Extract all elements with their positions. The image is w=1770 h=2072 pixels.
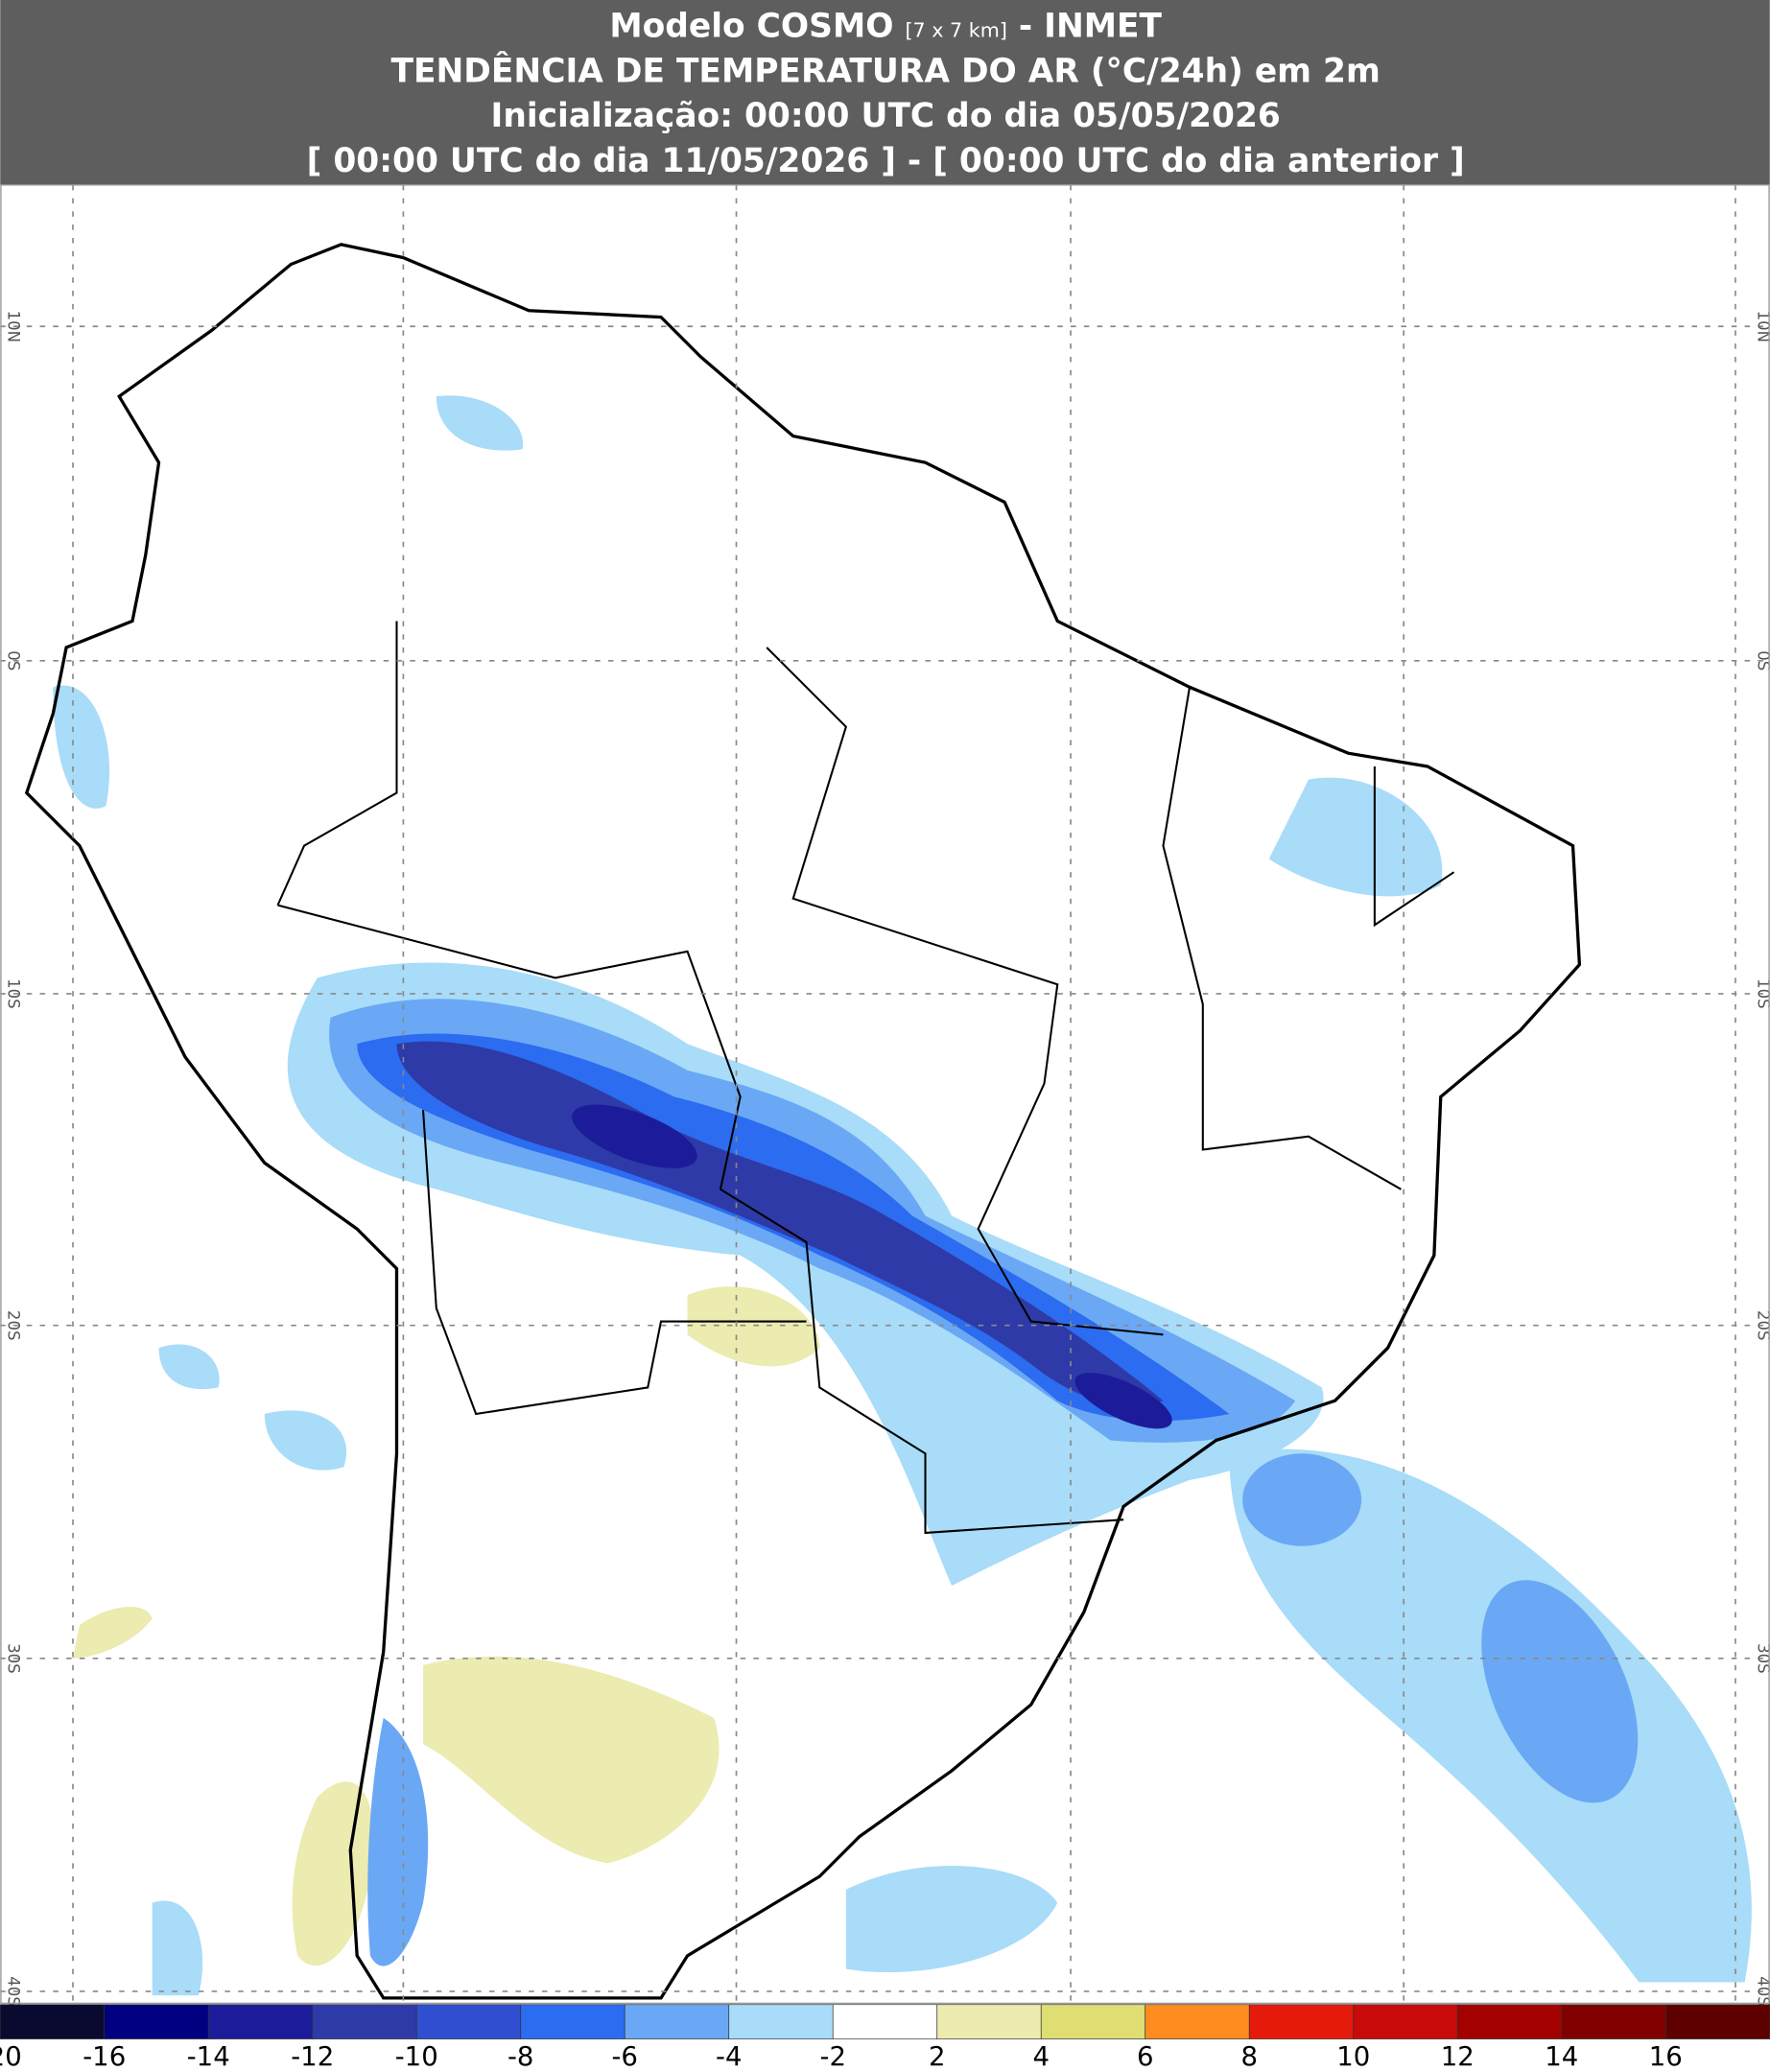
colorbar-box (312, 2004, 417, 2039)
lat-label-right: 0S (1754, 650, 1770, 671)
colorbar-box (207, 2004, 314, 2039)
lat-label-left: 20S (4, 1310, 22, 1341)
colorbar-box (1561, 2004, 1666, 2039)
colorbar-box (104, 2004, 209, 2039)
title-line-1: Modelo COSMO [7 x 7 km] - INMET (609, 8, 1162, 46)
colorbar-label: -6 (612, 2041, 638, 2072)
colorbar-box (1353, 2004, 1458, 2039)
colorbar-label: 16 (1649, 2041, 1683, 2072)
colorbar-box (520, 2004, 625, 2039)
colorbar-label: -16 (83, 2041, 126, 2072)
colorbar-label: -12 (291, 2041, 334, 2072)
model-resolution: [7 x 7 km] (905, 19, 1006, 42)
title-period: [ 00:00 UTC do dia 11/05/2026 ] - [ 00:0… (307, 142, 1465, 180)
continent-outline (24, 243, 1582, 2000)
model-name: Modelo COSMO (609, 8, 893, 46)
colorbar-box (1456, 2004, 1563, 2039)
colorbar-label: -20 (0, 2041, 22, 2072)
border-lines (276, 621, 1455, 1535)
colorbar-label: -14 (187, 2041, 230, 2072)
lat-label-right: 20S (1754, 1310, 1770, 1341)
colorbar-label: 10 (1336, 2041, 1370, 2072)
colorbar-box (1040, 2004, 1146, 2039)
colorbar-box (1664, 2004, 1770, 2039)
colorbar-box (832, 2004, 938, 2039)
colorbar-label: -8 (507, 2041, 533, 2072)
colorbar-label: 14 (1545, 2041, 1578, 2072)
colorbar-box (1248, 2004, 1355, 2039)
lat-label-right: 40S (1754, 1976, 1770, 2007)
colorbar-label: -10 (395, 2041, 438, 2072)
colorbar-label: 2 (929, 2041, 946, 2072)
colorbar-box (0, 2004, 106, 2039)
colorbar-label: 6 (1137, 2041, 1154, 2072)
colorbar-box (728, 2004, 834, 2039)
map-frame (0, 184, 1770, 2005)
colorbar-box (1145, 2004, 1250, 2039)
lat-label-right: 30S (1754, 1643, 1770, 1674)
colorbar-label: -2 (820, 2041, 846, 2072)
temperature-field (53, 395, 1752, 1996)
header-band (0, 0, 1770, 185)
model-source: - INMET (1019, 8, 1163, 46)
colorbar-box (415, 2004, 522, 2039)
colorbar-label: 8 (1240, 2041, 1258, 2072)
colorbar-box (936, 2004, 1042, 2039)
lat-label-left: 0S (4, 650, 22, 671)
lat-label-left: 30S (4, 1643, 22, 1674)
colorbar-label: -4 (716, 2041, 742, 2072)
colorbar-box (624, 2004, 730, 2039)
colorbar-label: 12 (1441, 2041, 1475, 2072)
lat-label-left: 10S (4, 978, 22, 1009)
lat-label-left: 40S (4, 1976, 22, 2007)
title-variable: TENDÊNCIA DE TEMPERATURA DO AR (°C/24h) … (391, 51, 1381, 90)
colorbar: -20 -16 -14 -12 -10 -8 -6 -4 -2 2 4 6 8 10 12 14 16 (0, 2004, 1770, 2072)
lat-label-left: 10N (4, 311, 22, 342)
title-init: Inicialização: 00:00 UTC do dia 05/05/20… (491, 97, 1281, 135)
lat-label-right: 10N (1754, 311, 1770, 342)
lat-label-right: 10S (1754, 978, 1770, 1009)
colorbar-label: 4 (1032, 2041, 1050, 2072)
